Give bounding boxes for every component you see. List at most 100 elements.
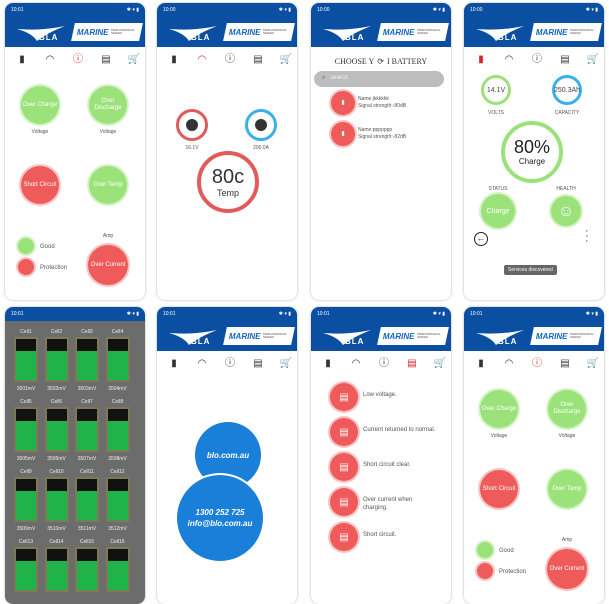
email-address[interactable]: info@blo.com.au xyxy=(187,519,253,528)
info-icon[interactable]: ⓘ xyxy=(225,54,235,65)
info-icon[interactable]: ⓘ xyxy=(225,358,235,369)
bla-logo: BLA xyxy=(323,329,373,347)
brand-banner: BLA MARINE PERFORMANCE SERIES xyxy=(464,321,604,351)
document-icon[interactable]: ▤ xyxy=(407,358,417,369)
back-arrow-icon[interactable]: ← xyxy=(474,232,488,246)
over-current-indicator[interactable]: Over Current xyxy=(547,549,587,589)
marine-badge: MARINE PERFORMANCE SERIES xyxy=(530,23,602,41)
battery-icon[interactable]: ▮ xyxy=(478,358,484,369)
status-indicator[interactable]: Charge xyxy=(481,194,515,228)
cart-icon[interactable]: 🛒 xyxy=(279,54,293,65)
current-gauge[interactable] xyxy=(245,109,277,141)
protection-legend-dot[interactable] xyxy=(477,563,493,579)
battery-icon[interactable]: ▮ xyxy=(171,54,177,65)
cell-fill xyxy=(16,351,36,380)
cell-voltage: 3511mV xyxy=(77,526,97,532)
cell-name: Cell12 xyxy=(110,469,125,475)
voltage-label: Voltage xyxy=(31,129,49,135)
status-bar: 10:01 ✱ ▾ ▮ xyxy=(464,307,604,321)
battery-icon[interactable]: ▮ xyxy=(19,54,25,65)
over-discharge-indicator[interactable]: Over Discharge xyxy=(89,86,127,124)
cart-icon[interactable]: 🛒 xyxy=(279,358,293,369)
gauge-icon[interactable]: ◠ xyxy=(45,54,55,65)
cart-icon[interactable]: 🛒 xyxy=(433,358,447,369)
info-icon[interactable]: ⓘ xyxy=(532,358,542,369)
nav-icon-bar: ▮ ◠ ⓘ ▤ 🛒 xyxy=(157,53,297,69)
document-icon[interactable]: ▤ xyxy=(253,54,263,65)
temperature-value: 80c xyxy=(211,166,245,188)
amp-label: Amp xyxy=(102,233,114,239)
health-indicator[interactable]: ☺ xyxy=(551,196,581,226)
over-temp-indicator[interactable]: Over Temp xyxy=(89,166,127,204)
phone-screen-status: 10:00 ✱ ▾ ▮ BLA MARINE PERFORMANCE SERIES ▮ ◠ ⓘ… xyxy=(464,3,604,300)
event-document-icon[interactable]: ▤ xyxy=(330,418,358,446)
capacity-gauge[interactable]: 250.3Ah xyxy=(552,75,582,105)
cell-voltage: 3503mV xyxy=(77,386,97,392)
cart-icon[interactable]: 🛒 xyxy=(586,54,600,65)
cell-name: Cell15 xyxy=(79,539,95,545)
battery-icon[interactable]: ▮ xyxy=(478,54,484,65)
brand-banner: BLA MARINE PERFORMANCE SERIES xyxy=(157,17,297,47)
over-charge-indicator[interactable]: Over Charge xyxy=(480,390,518,428)
device-battery-icon[interactable]: ▮ xyxy=(331,122,355,146)
bla-logo: BLA xyxy=(169,329,219,347)
gauge-icon[interactable]: ◠ xyxy=(351,358,361,369)
brand-banner: BLA MARINE PERFORMANCE SERIES xyxy=(311,17,451,47)
nav-icon-bar: ▮ ◠ ⓘ ▤ 🛒 xyxy=(5,53,145,69)
phone-number[interactable]: 1300 252 725 xyxy=(195,508,245,517)
device-battery-icon[interactable]: ▮ xyxy=(331,91,355,115)
over-temp-indicator[interactable]: Over Temp xyxy=(548,470,586,508)
marine-text: MARINE xyxy=(536,27,568,37)
cell-name: Cell6 xyxy=(50,399,63,405)
more-options-icon[interactable]: · · · xyxy=(585,225,589,247)
cell-voltage: 3506mV xyxy=(47,456,66,462)
document-icon[interactable]: ▤ xyxy=(253,358,263,369)
search-bar[interactable]: ⌕ search xyxy=(314,71,444,87)
battery-icon[interactable]: ▮ xyxy=(171,358,177,369)
event-document-icon[interactable]: ▤ xyxy=(330,523,358,551)
phone-screen-protection: 10:01 ✱ ▾ ▮ BLA MARINE PERFORMANCE SERIES ▮ ◠ ⓘ… xyxy=(464,307,604,604)
cell-battery xyxy=(75,407,99,452)
contact-circle[interactable]: 1300 252 725 info@blo.com.au xyxy=(177,475,263,561)
charge-gauge[interactable]: 80% Charge xyxy=(501,121,563,183)
temperature-gauge[interactable]: 80c Temp xyxy=(197,151,259,213)
document-icon[interactable]: ▤ xyxy=(560,54,570,65)
volts-gauge[interactable]: 14.1V xyxy=(481,75,511,105)
document-icon[interactable]: ▤ xyxy=(101,54,111,65)
good-legend-dot[interactable] xyxy=(477,542,493,558)
info-icon[interactable]: ⓘ xyxy=(379,358,389,369)
status-bar: 10:01 ✱ ▾ ▮ xyxy=(5,307,145,321)
over-discharge-indicator[interactable]: Over Discharge xyxy=(548,390,586,428)
status-icons: ✱ ▾ ▮ xyxy=(278,311,291,317)
gauge-icon[interactable]: ◠ xyxy=(197,358,207,369)
cart-icon[interactable]: 🛒 xyxy=(586,358,600,369)
cell-battery xyxy=(75,337,99,382)
gauge-icon[interactable]: ◠ xyxy=(504,54,514,65)
status-time: 10:01 xyxy=(317,311,330,317)
info-icon[interactable]: ⓘ xyxy=(73,54,83,65)
gauge-icon[interactable]: ◠ xyxy=(504,358,514,369)
phone-screen-meters: 10:00 ✱ ▾ ▮ BLA MARINE PERFORMANCE SERIES ▮ ◠ ⓘ… xyxy=(157,3,297,300)
marine-text: MARINE xyxy=(229,331,261,341)
event-document-icon[interactable]: ▤ xyxy=(330,453,358,481)
cart-icon[interactable]: 🛒 xyxy=(127,54,141,65)
cell-voltage: 3504mV xyxy=(108,386,127,392)
marine-text: MARINE xyxy=(77,27,109,37)
protection-legend-dot[interactable] xyxy=(18,259,34,275)
search-placeholder: search xyxy=(330,75,349,81)
status-icons: ✱ ▾ ▮ xyxy=(432,311,445,317)
marine-badge: MARINE PERFORMANCE SERIES xyxy=(530,327,602,345)
document-icon[interactable]: ▤ xyxy=(560,358,570,369)
short-circuit-indicator[interactable]: Short Circuit xyxy=(480,470,518,508)
good-legend-dot[interactable] xyxy=(18,238,34,254)
over-charge-indicator[interactable]: Over Charge xyxy=(21,86,59,124)
event-document-icon[interactable]: ▤ xyxy=(330,488,358,516)
short-circuit-indicator[interactable]: Short Circuit xyxy=(21,166,59,204)
marine-badge: MARINE PERFORMANCE SERIES xyxy=(377,327,449,345)
voltage-gauge[interactable] xyxy=(176,109,208,141)
battery-icon[interactable]: ▮ xyxy=(325,358,331,369)
event-document-icon[interactable]: ▤ xyxy=(330,383,358,411)
info-icon[interactable]: ⓘ xyxy=(532,54,542,65)
gauge-icon[interactable]: ◠ xyxy=(197,54,207,65)
over-current-indicator[interactable]: Over Current xyxy=(88,245,128,285)
